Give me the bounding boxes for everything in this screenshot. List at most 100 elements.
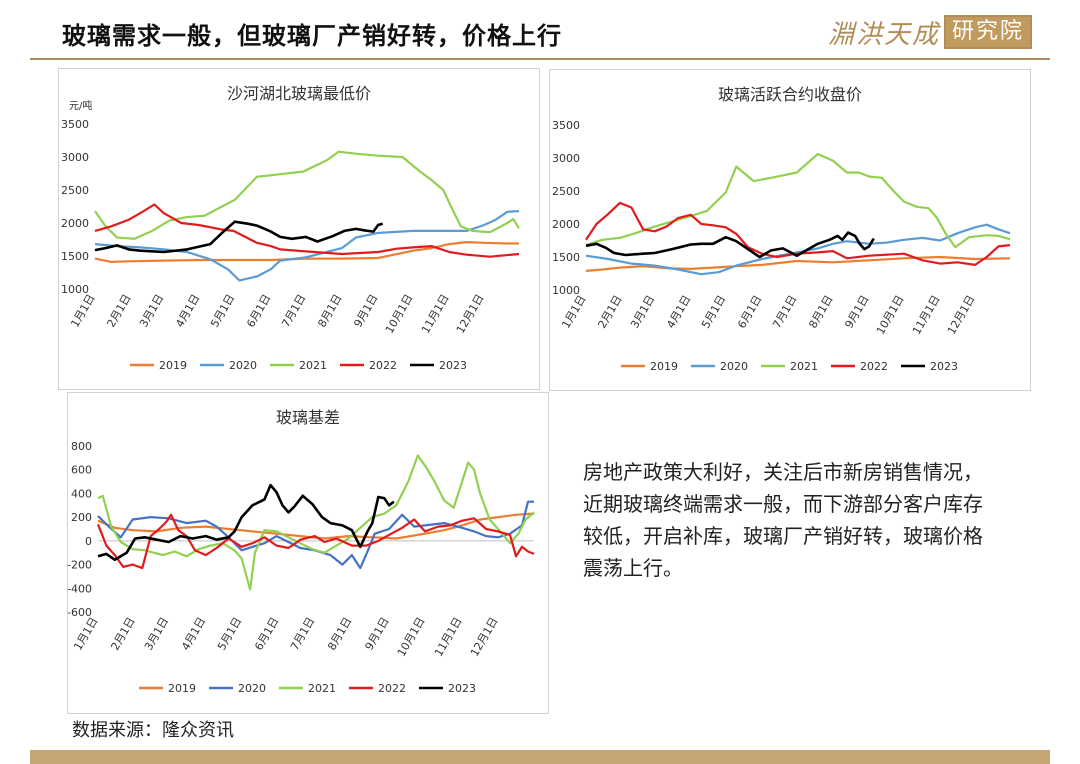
x-tick-label: 10月1日 [874, 293, 907, 337]
chart-closing-price: 玻璃活跃合约收盘价 1000 1500 2000 2500 3000 3500 1月1日 2月1… [552, 85, 1011, 373]
y-tick-label: 1500 [552, 251, 580, 264]
x-tick-label: 2月1日 [595, 293, 624, 331]
x-tick-label: 6月1日 [735, 293, 764, 331]
series-line-2021 [94, 150, 520, 240]
x-tick-label: 7月1日 [770, 293, 799, 331]
series-line-2023 [585, 231, 875, 259]
y-tick-label: -600 [68, 606, 92, 619]
legend-label-2021: 2021 [790, 360, 818, 373]
series-line-2022 [94, 203, 520, 258]
legend-label-2020: 2020 [229, 359, 257, 372]
logo-script-text: 淵洪天成 [828, 19, 941, 50]
x-tick-label: 8月1日 [315, 292, 344, 330]
y-tick-label: 2000 [61, 217, 89, 230]
y-tick-label: 0 [85, 535, 92, 548]
legend-label-2023: 2023 [930, 360, 958, 373]
x-tick-label: 11月1日 [419, 292, 452, 336]
chart-title: 玻璃基差 [276, 408, 340, 427]
chart-basis: 玻璃基差 -600 -400 -200 0 200 400 600 800 1月1日 2月1日 3月1… [68, 408, 535, 695]
y-tick-label: 3500 [552, 119, 580, 132]
x-tick-label: 2月1日 [104, 292, 133, 330]
series-line-2019 [94, 241, 519, 263]
x-tick-label: 1月1日 [68, 292, 97, 330]
chart-title: 玻璃活跃合约收盘价 [718, 85, 862, 104]
header-divider [30, 58, 1050, 60]
y-tick-label: 3500 [61, 118, 89, 131]
x-tick-label: 9月1日 [351, 292, 380, 330]
y-tick-label: 2000 [552, 218, 580, 231]
y-tick-label: 2500 [61, 184, 89, 197]
chart-panel-closing-price: 玻璃活跃合约收盘价 1000 1500 2000 2500 3000 3500 1月1日 2月1… [549, 69, 1031, 391]
y-tick-label: 800 [71, 440, 92, 453]
x-tick-label: 1月1日 [71, 615, 100, 653]
x-tick-label: 7月1日 [279, 292, 308, 330]
x-tick-label: 12月1日 [454, 292, 487, 336]
chart-panel-lowest-price: 沙河湖北玻璃最低价元/吨 1000 1500 2000 2500 3000 3500 1月1日… [58, 68, 540, 390]
x-tick-label: 12月1日 [468, 615, 501, 659]
x-tick-label: 4月1日 [179, 615, 208, 653]
y-tick-label: -200 [68, 559, 92, 572]
x-tick-label: 6月1日 [252, 615, 281, 653]
legend-label-2021: 2021 [308, 682, 336, 695]
x-tick-label: 11月1日 [432, 615, 465, 659]
legend-label-2022: 2022 [369, 359, 397, 372]
legend-label-2023: 2023 [439, 359, 467, 372]
legend-label-2020: 2020 [238, 682, 266, 695]
x-tick-label: 11月1日 [910, 293, 943, 337]
series-line-2023 [94, 220, 384, 254]
series-line-2019 [585, 255, 1011, 272]
x-tick-label: 8月1日 [806, 293, 835, 331]
legend-label-2019: 2019 [650, 360, 678, 373]
y-tick-label: 1000 [552, 284, 580, 297]
x-tick-label: 6月1日 [244, 292, 273, 330]
x-tick-label: 1月1日 [559, 293, 588, 331]
series-line-2023 [97, 483, 395, 562]
slide-title: 玻璃需求一般，但玻璃厂产销好转，价格上行 [62, 21, 562, 50]
summary-text: 房地产政策大利好，关注后市新房销售情况，近期玻璃终端需求一般，而下游部分客户库存… [583, 460, 983, 580]
y-tick-label: 1500 [61, 250, 89, 263]
legend-label-2023: 2023 [448, 682, 476, 695]
series-line-2022 [96, 513, 535, 570]
x-tick-label: 8月1日 [325, 615, 354, 653]
y-tick-label: 3000 [61, 151, 89, 164]
series-line-2021 [585, 152, 1011, 249]
series-line-2020 [94, 210, 520, 282]
chart-panel-basis: 玻璃基差 -600 -400 -200 0 200 400 600 800 1月1日 2月1日 3月1… [67, 392, 549, 714]
legend-label-2019: 2019 [168, 682, 196, 695]
x-tick-label: 5月1日 [208, 292, 237, 330]
legend-label-2022: 2022 [860, 360, 888, 373]
data-source: 数据来源：隆众资讯 [72, 720, 234, 741]
y-tick-label: 3000 [552, 152, 580, 165]
x-tick-label: 9月1日 [842, 293, 871, 331]
footer-bar [30, 750, 1050, 764]
x-tick-label: 10月1日 [395, 615, 428, 659]
legend-label-2022: 2022 [378, 682, 406, 695]
company-logo: 淵洪天成 研究院 [828, 14, 1033, 50]
x-tick-label: 5月1日 [215, 615, 244, 653]
legend-label-2019: 2019 [159, 359, 187, 372]
y-tick-label: 1000 [61, 283, 89, 296]
y-axis-unit: 元/吨 [69, 99, 92, 112]
chart-title: 沙河湖北玻璃最低价 [227, 84, 371, 103]
series-line-2019 [97, 512, 535, 540]
x-tick-label: 2月1日 [108, 615, 137, 653]
x-tick-label: 3月1日 [628, 293, 657, 331]
x-tick-label: 9月1日 [362, 615, 391, 653]
x-tick-label: 3月1日 [142, 615, 171, 653]
y-tick-label: 600 [71, 464, 92, 477]
x-tick-label: 12月1日 [945, 293, 978, 337]
y-tick-label: 2500 [552, 185, 580, 198]
x-tick-label: 4月1日 [173, 292, 202, 330]
y-tick-label: 200 [71, 511, 92, 524]
series-line-2021 [97, 454, 535, 591]
x-tick-label: 4月1日 [664, 293, 693, 331]
x-tick-label: 7月1日 [288, 615, 317, 653]
y-tick-label: -400 [68, 582, 92, 595]
x-tick-label: 5月1日 [699, 293, 728, 331]
series-line-2020 [585, 223, 1011, 276]
series-line-2022 [585, 201, 1011, 266]
x-tick-label: 10月1日 [383, 292, 416, 336]
logo-seal-text: 研究院 [944, 15, 1033, 49]
series-line-2020 [97, 500, 534, 570]
